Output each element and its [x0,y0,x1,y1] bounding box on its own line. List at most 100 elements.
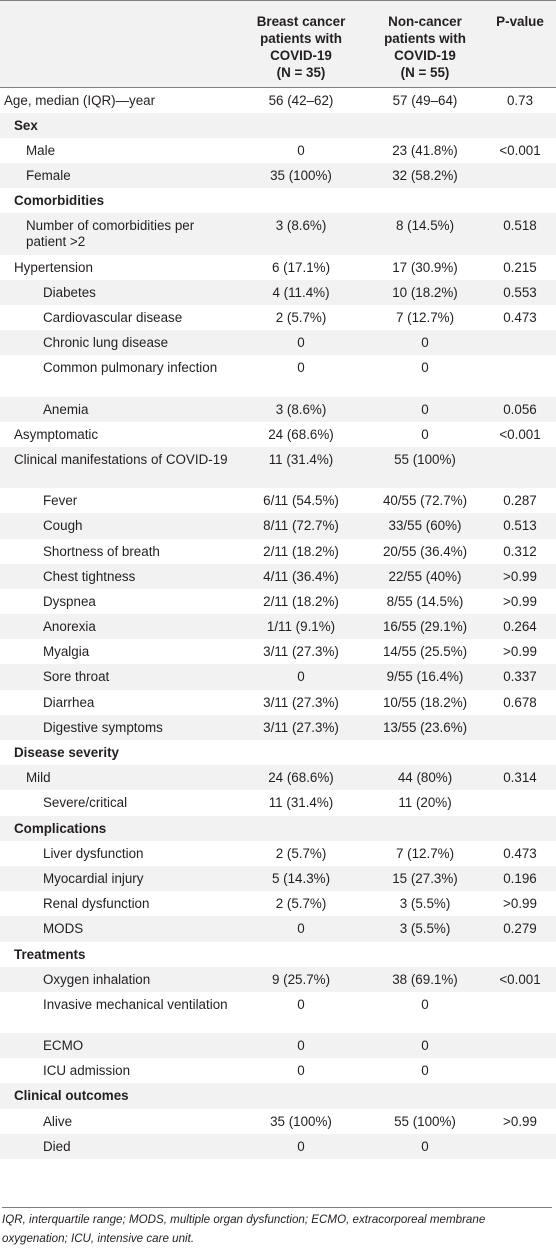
row-label: ECMO [43,1038,84,1054]
p-value [484,1033,556,1058]
breast-cancer-value [236,113,366,138]
table-row: Diarrhea 3/11 (27.3%) 10/55 (18.2%) 0.678 [0,690,556,715]
non-cancer-value: 0 [421,401,429,417]
header-p-value: P-value [496,14,544,29]
breast-cancer-value [236,942,366,967]
non-cancer-value: 3 (5.5%) [399,921,451,937]
p-value [484,1134,556,1159]
table-row: Liver dysfunction 2 (5.7%) 7 (12.7%) 0.473 [0,841,556,866]
breast-cancer-value: 8/11 (72.7%) [263,518,339,534]
breast-cancer-value: 24 (68.6%) [268,770,334,786]
table-row: Male 0 23 (41.8%) <0.001 [0,138,556,163]
non-cancer-value: 16/55 (29.1%) [382,619,468,635]
table-row: Sore throat 0 9/55 (16.4%) 0.337 [0,664,556,690]
p-value [484,188,556,213]
table-row: Dyspnea 2/11 (18.2%) 8/55 (14.5%) >0.99 [0,589,556,614]
p-value: <0.001 [499,426,541,442]
p-value: 0.678 [503,694,537,710]
row-label: Treatments [14,946,86,962]
non-cancer-value: 10/55 (18.2%) [382,694,468,710]
non-cancer-value: 11 (20%) [398,795,452,811]
table-row: Mild 24 (68.6%) 44 (80%) 0.314 [0,765,556,791]
header-label [0,1,236,88]
row-label: Common pulmonary infection [43,360,218,376]
table-row: Female 35 (100%) 32 (58.2%) [0,163,556,189]
breast-cancer-value [236,1083,366,1108]
non-cancer-value [366,188,484,213]
row-label: Number of comorbidities per patient >2 [26,218,195,250]
header-breast-cancer-n: (N = 35) [276,65,326,80]
p-value: <0.001 [499,971,541,987]
breast-cancer-value: 4/11 (36.4%) [263,568,339,584]
table-row: Invasive mechanical ventilation 0 0 [0,992,556,1033]
breast-cancer-value: 3/11 (27.3%) [263,694,339,710]
p-value: 0.287 [503,493,537,509]
table-row: Complications [0,815,556,841]
non-cancer-value: 8/55 (14.5%) [386,593,464,609]
non-cancer-value: 55 (100%) [394,1113,456,1129]
non-cancer-value: 44 (80%) [397,770,453,786]
p-value [484,790,556,815]
table-row: MODS 0 3 (5.5%) 0.279 [0,916,556,942]
breast-cancer-value: 9 (25.7%) [271,971,331,987]
non-cancer-value: 23 (41.8%) [392,142,458,158]
non-cancer-value: 55 (100%) [394,451,456,467]
table-row: Myalgia 3/11 (27.3%) 14/55 (25.5%) >0.99 [0,639,556,664]
table-body: Age, median (IQR)—year 56 (42–62) 57 (49–6… [0,88,556,1159]
p-value: 0.553 [503,284,537,300]
row-label: Hypertension [14,259,93,275]
table-row: ICU admission 0 0 [0,1058,556,1083]
breast-cancer-value: 1/11 (9.1%) [266,619,336,635]
breast-cancer-value: 2/11 (18.2%) [263,593,339,609]
p-value [484,1058,556,1083]
non-cancer-value: 0 [421,335,429,351]
table-row: Severe/critical 11 (31.4%) 11 (20%) [0,790,556,815]
row-label: Fever [43,493,78,509]
header-non-cancer-title: Non-cancer patients with COVID-19 [384,14,466,63]
table-row: Died 0 0 [0,1133,556,1159]
table-row: Hypertension 6 (17.1%) 17 (30.9%) 0.215 [0,255,556,280]
row-label: Mild [26,770,51,786]
row-label: Diabetes [43,284,96,300]
breast-cancer-value: 3/11 (27.3%) [263,644,339,660]
non-cancer-value: 10 (18.2%) [392,284,458,300]
non-cancer-value: 15 (27.3%) [392,870,458,886]
p-value [484,740,556,765]
non-cancer-value [366,740,484,765]
non-cancer-value: 32 (58.2%) [392,168,458,184]
row-label: Renal dysfunction [43,896,150,912]
table-row: ECMO 0 0 [0,1033,556,1059]
table-row: Cardiovascular disease 2 (5.7%) 7 (12.7%) 0… [0,305,556,330]
p-value: 0.513 [503,518,537,534]
breast-cancer-value: 0 [297,921,305,937]
header-row: Breast cancer patients with COVID-19 (N … [0,0,556,88]
p-value [484,163,556,188]
table-row: Age, median (IQR)—year 56 (42–62) 57 (49–6… [0,88,556,113]
row-label: Clinical manifestations of COVID-19 [14,451,228,467]
row-label: Dyspnea [43,593,96,609]
p-value: 0.215 [503,259,537,275]
breast-cancer-value: 11 (31.4%) [268,795,334,811]
table-row: Digestive symptoms 3/11 (27.3%) 13/55 (23.… [0,714,556,740]
non-cancer-value: 0 [421,1138,429,1154]
p-value: 0.473 [503,845,537,861]
breast-cancer-value: 2/11 (18.2%) [263,543,339,559]
p-value: >0.99 [503,644,537,660]
breast-cancer-value: 4 (11.4%) [272,284,330,300]
row-label: Female [26,168,71,184]
breast-cancer-value: 0 [297,360,305,376]
non-cancer-value: 14/55 (25.5%) [382,644,468,660]
p-value: <0.001 [499,142,541,158]
header-breast-cancer-title: Breast cancer patients with COVID-19 [256,14,346,63]
non-cancer-value: 57 (49–64) [392,93,458,108]
row-label: Comorbidities [14,193,105,209]
p-value: 0.312 [503,543,537,559]
breast-cancer-value: 3/11 (27.3%) [263,719,339,735]
p-value: >0.99 [503,568,537,584]
non-cancer-value: 20/55 (36.4%) [382,543,468,559]
p-value [484,816,556,841]
row-label: Anemia [43,401,89,417]
p-value: >0.99 [503,896,537,912]
row-label: Invasive mechanical ventilation [43,996,228,1012]
row-label: Sore throat [43,669,110,685]
